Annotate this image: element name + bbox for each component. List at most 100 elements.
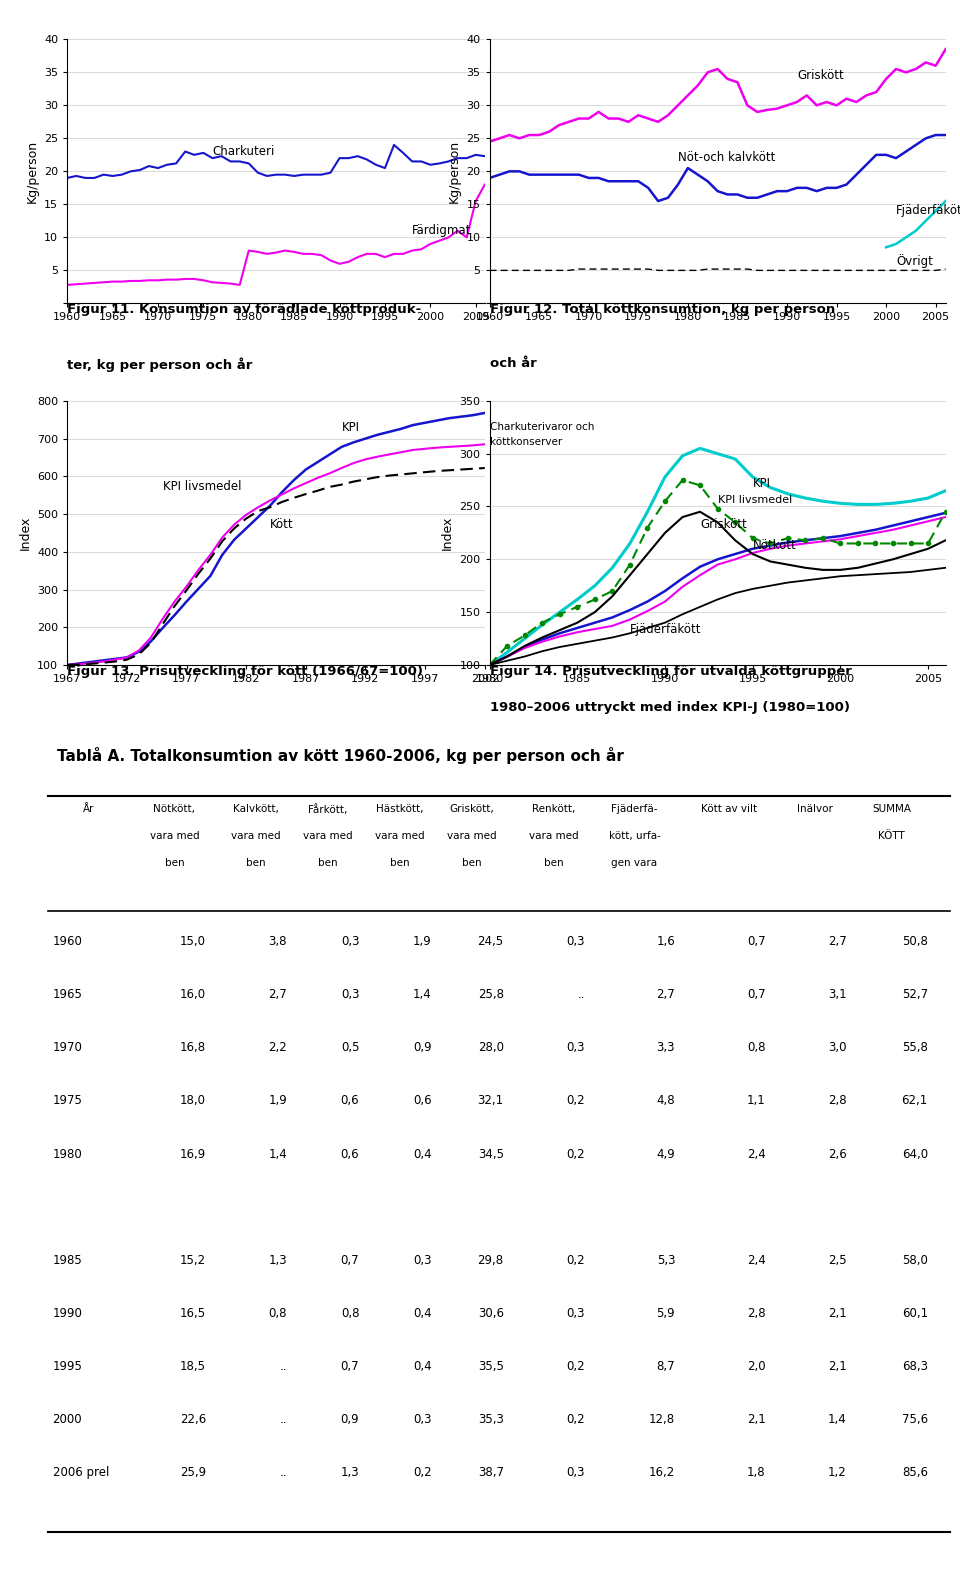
Text: 0,2: 0,2 (413, 1467, 431, 1479)
Text: ben: ben (390, 858, 410, 868)
Text: 1965: 1965 (53, 989, 83, 1001)
Text: 0,2: 0,2 (566, 1094, 585, 1107)
Text: 55,8: 55,8 (902, 1041, 927, 1055)
Text: 2006 prel: 2006 prel (53, 1467, 108, 1479)
Y-axis label: Kg/person: Kg/person (448, 140, 461, 203)
Text: 0,3: 0,3 (566, 1467, 585, 1479)
Text: 0,8: 0,8 (269, 1306, 287, 1320)
Text: 0,9: 0,9 (413, 1041, 431, 1055)
Text: 1,4: 1,4 (413, 989, 431, 1001)
Text: 0,2: 0,2 (566, 1148, 585, 1160)
Text: ter, kg per person och år: ter, kg per person och år (67, 357, 252, 371)
Text: 0,7: 0,7 (341, 1254, 359, 1267)
Text: 3,0: 3,0 (828, 1041, 847, 1055)
Text: 50,8: 50,8 (902, 935, 927, 948)
Text: 2,7: 2,7 (828, 935, 847, 948)
Text: 1980–2006 uttryckt med index KPI-J (1980=100): 1980–2006 uttryckt med index KPI-J (1980… (490, 701, 850, 714)
Text: 1,6: 1,6 (657, 935, 675, 948)
Text: KPI livsmedel: KPI livsmedel (717, 495, 792, 505)
Text: Fjäderfäkött: Fjäderfäkött (896, 204, 960, 217)
Text: vara med: vara med (230, 832, 280, 841)
Text: 1995: 1995 (53, 1360, 83, 1372)
Text: 1,1: 1,1 (747, 1094, 765, 1107)
Text: 2,4: 2,4 (747, 1148, 765, 1160)
Text: Figur 12. Total köttkonsumtion, kg per person: Figur 12. Total köttkonsumtion, kg per p… (490, 303, 835, 316)
Text: 0,3: 0,3 (566, 935, 585, 948)
Text: 0,3: 0,3 (341, 935, 359, 948)
Text: 2,7: 2,7 (269, 989, 287, 1001)
Text: 0,3: 0,3 (566, 1041, 585, 1055)
Text: 2,4: 2,4 (747, 1254, 765, 1267)
Text: Kalvkött,: Kalvkött, (232, 805, 278, 814)
Text: KÖTT: KÖTT (878, 832, 905, 841)
Text: Nöt-och kalvkött: Nöt-och kalvkött (678, 151, 776, 165)
Text: 0,3: 0,3 (566, 1306, 585, 1320)
Text: 1985: 1985 (53, 1254, 83, 1267)
Text: 15,2: 15,2 (180, 1254, 205, 1267)
Text: 18,5: 18,5 (180, 1360, 205, 1372)
Text: KPI: KPI (342, 421, 360, 434)
Text: 1,9: 1,9 (413, 935, 431, 948)
Text: 0,7: 0,7 (747, 989, 765, 1001)
Text: 75,6: 75,6 (901, 1413, 927, 1426)
Text: 0,7: 0,7 (747, 935, 765, 948)
Y-axis label: Index: Index (18, 516, 32, 550)
Text: 1,3: 1,3 (269, 1254, 287, 1267)
Text: 1980: 1980 (53, 1148, 83, 1160)
Text: vara med: vara med (150, 832, 199, 841)
Text: 18,0: 18,0 (180, 1094, 205, 1107)
Text: ben: ben (246, 858, 265, 868)
Text: 25,8: 25,8 (478, 989, 504, 1001)
Text: ben: ben (543, 858, 564, 868)
Text: 2,8: 2,8 (747, 1306, 765, 1320)
Text: 1975: 1975 (53, 1094, 83, 1107)
Text: 60,1: 60,1 (901, 1306, 927, 1320)
Text: 16,8: 16,8 (180, 1041, 205, 1055)
Text: 30,6: 30,6 (478, 1306, 504, 1320)
Text: Griskött: Griskött (797, 69, 844, 82)
Text: 34,5: 34,5 (478, 1148, 504, 1160)
Text: 0,4: 0,4 (413, 1148, 431, 1160)
Text: År: År (83, 805, 94, 814)
Text: 4,9: 4,9 (657, 1148, 675, 1160)
Text: ..: .. (577, 989, 585, 1001)
Text: 58,0: 58,0 (902, 1254, 927, 1267)
Text: Fjäderfä-: Fjäderfä- (612, 805, 658, 814)
Text: 0,4: 0,4 (413, 1360, 431, 1372)
Text: Färdigmat: Färdigmat (412, 225, 471, 237)
Text: 0,2: 0,2 (566, 1413, 585, 1426)
Text: 0,4: 0,4 (413, 1306, 431, 1320)
Y-axis label: Kg/person: Kg/person (26, 140, 38, 203)
Text: 2,7: 2,7 (657, 989, 675, 1001)
Text: 62,1: 62,1 (901, 1094, 927, 1107)
Text: Kött: Kött (270, 519, 294, 531)
Text: 16,5: 16,5 (180, 1306, 205, 1320)
Text: Nötkött,: Nötkött, (154, 805, 195, 814)
Text: Nötkött: Nötkött (753, 539, 797, 552)
Text: 0,8: 0,8 (341, 1306, 359, 1320)
Text: ..: .. (279, 1360, 287, 1372)
Text: vara med: vara med (529, 832, 578, 841)
Text: 2,2: 2,2 (269, 1041, 287, 1055)
Text: ben: ben (463, 858, 482, 868)
Text: Charkuteri: Charkuteri (212, 145, 275, 157)
Text: 0,2: 0,2 (566, 1254, 585, 1267)
Text: 2,1: 2,1 (828, 1306, 847, 1320)
Text: Figur 13. Prisutveckling för kött (1966/67=100): Figur 13. Prisutveckling för kött (1966/… (67, 665, 423, 678)
Text: Kött av vilt: Kött av vilt (701, 805, 757, 814)
Text: 0,6: 0,6 (341, 1094, 359, 1107)
Text: 28,0: 28,0 (478, 1041, 504, 1055)
Text: 0,5: 0,5 (341, 1041, 359, 1055)
Text: Övrigt: Övrigt (896, 255, 933, 269)
Text: gen vara: gen vara (612, 858, 658, 868)
Text: 1970: 1970 (53, 1041, 83, 1055)
Text: 85,6: 85,6 (901, 1467, 927, 1479)
Text: 0,9: 0,9 (341, 1413, 359, 1426)
Text: ben: ben (318, 858, 338, 868)
Text: 1,4: 1,4 (828, 1413, 847, 1426)
Text: 5,9: 5,9 (657, 1306, 675, 1320)
Text: 1,2: 1,2 (828, 1467, 847, 1479)
Text: 1960: 1960 (53, 935, 83, 948)
Text: 4,8: 4,8 (657, 1094, 675, 1107)
Text: Figur 14. Prisutveckling för utvalda köttgrupper: Figur 14. Prisutveckling för utvalda köt… (490, 665, 852, 678)
